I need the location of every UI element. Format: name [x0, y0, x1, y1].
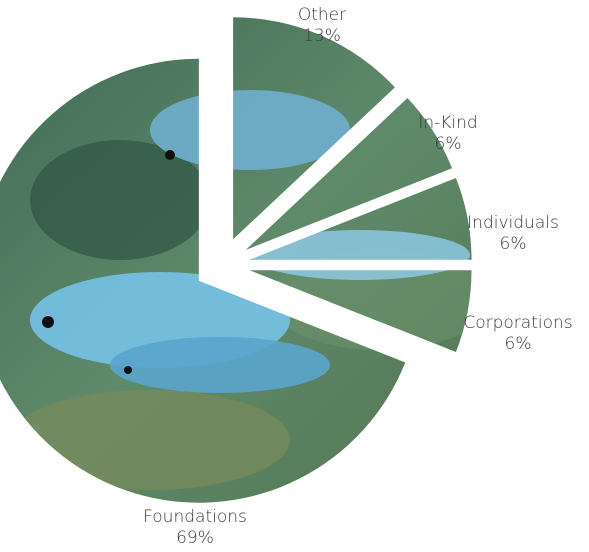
slice-value-label: 69% [176, 528, 214, 548]
pie-slice [249, 270, 472, 352]
slice-value-label: 6% [435, 134, 462, 154]
pie-slice [233, 17, 395, 240]
slice-label: In-Kind [418, 113, 477, 133]
pie-slice [0, 58, 406, 503]
slice-value-label: 6% [505, 334, 532, 354]
slice-label: Foundations [143, 507, 247, 527]
slice-value-label: 13% [303, 26, 341, 46]
slice-value-label: 6% [500, 234, 527, 254]
pie-slice [249, 178, 472, 260]
pie-slice [245, 98, 453, 250]
slice-label: Corporations [463, 313, 572, 333]
slice-label: Other [298, 5, 346, 25]
slice-label: Individuals [467, 213, 559, 233]
